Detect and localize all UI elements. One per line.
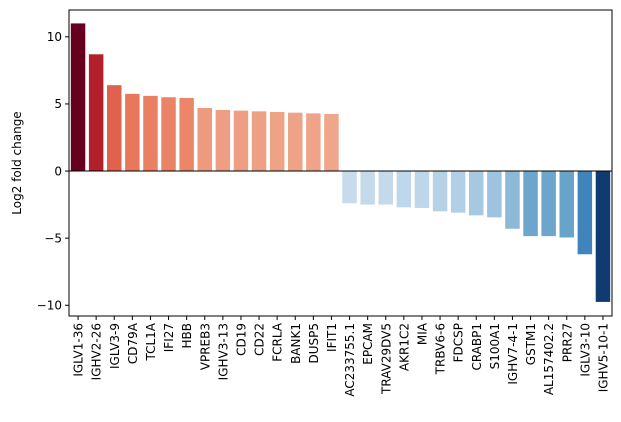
x-tick-label: IGLV3-10 [578, 323, 592, 377]
y-tick-label: 0 [54, 164, 62, 178]
x-axis-ticks: IGLV1-36 IGHV2-26 IGLV3-9 CD79A TCL1A IFI27 HB… [72, 316, 610, 397]
x-tick-label: GSTM1 [524, 323, 538, 365]
x-tick-label: TRAV29DV5 [379, 323, 393, 395]
y-axis-ticks: −10 −5 0 5 10 [37, 30, 69, 313]
bar-fdcsp [450, 171, 466, 213]
bar-ighv7-4-1 [505, 171, 520, 229]
x-tick-label: FDCSP [452, 323, 466, 362]
bar-trbv6-6 [432, 171, 448, 212]
bar-fcrla [269, 112, 285, 172]
x-tick-label: AC233755.1 [343, 323, 357, 397]
bar-vpreb3 [197, 107, 212, 172]
x-tick-label: IGHV2-26 [90, 323, 104, 380]
y-tick-label: 5 [54, 97, 62, 111]
bar-al157402-2 [541, 171, 556, 237]
bar-bank1 [288, 112, 303, 172]
bar-iglv1-36 [70, 23, 86, 172]
y-tick-label: −10 [37, 299, 62, 313]
x-tick-label: CRABP1 [470, 323, 484, 371]
bar-epcam [360, 171, 375, 205]
x-tick-label: BANK1 [289, 323, 303, 364]
bars-group [70, 23, 611, 302]
bar-ighv3-13 [215, 109, 231, 172]
bar-ac233755-1 [342, 171, 357, 204]
x-tick-label: IGLV1-36 [72, 323, 86, 377]
x-tick-label: HBB [180, 323, 194, 349]
x-tick-label: MIA [415, 322, 429, 345]
bar-tcl1a [143, 95, 158, 172]
x-tick-label: EPCAM [361, 323, 375, 365]
y-axis-label: Log2 fold change [10, 111, 24, 214]
bar-prr27 [559, 171, 574, 238]
y-tick-label: −5 [44, 231, 62, 245]
bar-ifit1 [324, 114, 339, 172]
x-tick-label: PRR27 [560, 323, 574, 362]
bar-ighv5-10-1 [595, 171, 611, 302]
bar-trav29dv5 [378, 171, 393, 205]
x-tick-label: CD19 [234, 323, 248, 356]
x-tick-label: IFIT1 [325, 323, 339, 352]
x-tick-label: FCRLA [271, 322, 285, 362]
bar-ifi27 [161, 97, 176, 172]
x-tick-label: IFI27 [162, 323, 176, 352]
x-tick-label: DUSP5 [307, 323, 321, 364]
x-tick-label: CD79A [126, 322, 140, 364]
x-tick-label: IGHV5-10-1 [596, 323, 610, 392]
x-tick-label: IGHV7-4-1 [506, 323, 520, 385]
bar-iglv3-9 [107, 85, 122, 172]
x-tick-label: AKR1C2 [397, 323, 411, 371]
bar-cd79a [125, 93, 140, 172]
plot-frame [68, 9, 613, 317]
bar-dusp5 [306, 113, 321, 172]
bar-s100a1 [487, 171, 502, 218]
x-tick-label: VPREB3 [198, 323, 212, 370]
x-tick-label: AL157402.2 [542, 323, 556, 395]
x-tick-label: TCL1A [144, 322, 158, 361]
bar-akr1c2 [396, 171, 412, 208]
x-tick-label: CD22 [253, 323, 267, 356]
x-tick-label: IGLV3-9 [108, 323, 122, 369]
bar-cd22 [251, 111, 267, 172]
bar-cd19 [233, 110, 249, 172]
bar-crabp1 [469, 171, 484, 216]
x-tick-label: TRBV6-6 [434, 323, 448, 375]
bar-ighv2-26 [88, 54, 104, 172]
x-tick-label: IGHV3-13 [216, 323, 230, 380]
bar-iglv3-10 [577, 171, 593, 255]
bar-hbb [179, 97, 194, 172]
x-tick-label: S100A1 [488, 323, 502, 369]
bar-mia [414, 171, 430, 208]
y-tick-label: 10 [47, 30, 62, 44]
bar-gstm1 [523, 171, 538, 237]
